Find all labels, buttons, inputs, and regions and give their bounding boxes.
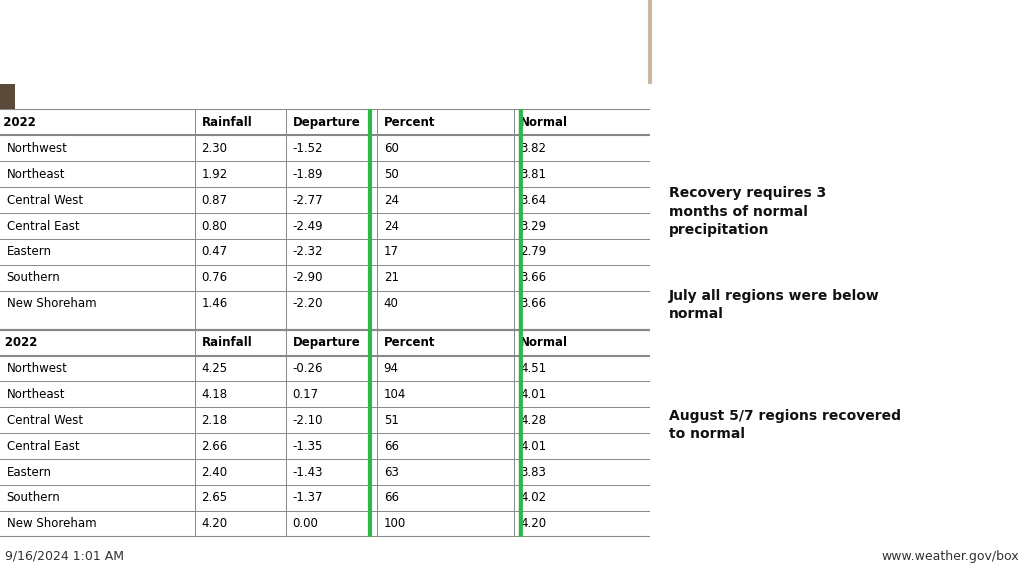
Text: 2.66: 2.66: [202, 439, 227, 453]
Text: July 2022: July 2022: [0, 116, 37, 129]
Text: Boston/Norton MA: Boston/Norton MA: [818, 16, 1019, 35]
Text: Percent: Percent: [384, 116, 435, 129]
Text: 24: 24: [384, 219, 398, 233]
Text: 2.18: 2.18: [202, 414, 227, 427]
Text: 4.01: 4.01: [520, 388, 547, 401]
Text: Central West: Central West: [6, 194, 83, 207]
Text: 4.20: 4.20: [520, 517, 547, 530]
Text: 4.18: 4.18: [202, 388, 227, 401]
Text: Departure: Departure: [293, 116, 360, 129]
Text: Recovery requires 3
months of normal
precipitation: Recovery requires 3 months of normal pre…: [669, 187, 826, 237]
Text: 2.79: 2.79: [520, 245, 547, 259]
Text: Northwest: Northwest: [6, 362, 68, 375]
Text: 3.29: 3.29: [520, 219, 547, 233]
Text: Northeast: Northeast: [6, 388, 65, 401]
Text: 24: 24: [384, 194, 398, 207]
Text: 100: 100: [384, 517, 406, 530]
Text: 104: 104: [384, 388, 407, 401]
Text: 3.66: 3.66: [520, 297, 547, 310]
Text: 0.17: 0.17: [293, 388, 318, 401]
Text: Southern: Southern: [6, 271, 60, 285]
Text: 66: 66: [384, 491, 398, 505]
Text: Rainfall: Rainfall: [202, 336, 252, 349]
Text: 2.30: 2.30: [202, 142, 227, 155]
Text: 4.51: 4.51: [520, 362, 547, 375]
Text: Rainfall: Rainfall: [202, 116, 252, 129]
Text: 51: 51: [384, 414, 398, 427]
Text: Normal: Normal: [520, 336, 568, 349]
Text: 0.47: 0.47: [202, 245, 227, 259]
Text: Jul and Aug Rainfall by Region: Jul and Aug Rainfall by Region: [5, 25, 524, 55]
Text: Central East: Central East: [6, 439, 79, 453]
Text: 4.25: 4.25: [202, 362, 227, 375]
Text: -2.90: -2.90: [293, 271, 324, 285]
Text: -2.20: -2.20: [293, 297, 324, 310]
Text: Percent: Percent: [384, 336, 435, 349]
Text: 3.81: 3.81: [520, 168, 546, 181]
Text: -2.32: -2.32: [293, 245, 324, 259]
Text: 3.64: 3.64: [520, 194, 547, 207]
Text: 3.83: 3.83: [520, 465, 546, 479]
Text: 94: 94: [384, 362, 398, 375]
Text: 1.92: 1.92: [202, 168, 227, 181]
Text: Normal: Normal: [520, 116, 568, 129]
Text: -1.37: -1.37: [293, 491, 324, 505]
Text: Northeast: Northeast: [6, 168, 65, 181]
Text: Eastern: Eastern: [6, 245, 51, 259]
Text: 0.87: 0.87: [202, 194, 227, 207]
Text: Northwest: Northwest: [6, 142, 68, 155]
Text: 40: 40: [384, 297, 398, 310]
Text: 0.80: 0.80: [202, 219, 227, 233]
Text: 2.65: 2.65: [202, 491, 227, 505]
Text: 9/16/2024 1:01 AM: 9/16/2024 1:01 AM: [5, 550, 124, 563]
Text: New Shoreham: New Shoreham: [6, 517, 96, 530]
Text: Central West: Central West: [6, 414, 83, 427]
Text: -2.77: -2.77: [293, 194, 324, 207]
Text: 63: 63: [384, 465, 398, 479]
Text: -2.49: -2.49: [293, 219, 324, 233]
Text: www.weather.gov/box: www.weather.gov/box: [882, 550, 1019, 563]
Text: Southern: Southern: [6, 491, 60, 505]
Text: 66: 66: [384, 439, 398, 453]
Text: August 5/7 regions recovered
to normal: August 5/7 regions recovered to normal: [669, 408, 901, 441]
Text: Departure: Departure: [293, 336, 360, 349]
Text: -0.26: -0.26: [293, 362, 324, 375]
Text: -1.35: -1.35: [293, 439, 323, 453]
Text: 0.00: 0.00: [293, 517, 318, 530]
Text: WEATHER FORECAST OFFICE: WEATHER FORECAST OFFICE: [839, 54, 1019, 67]
Text: 2.40: 2.40: [202, 465, 227, 479]
Text: 4.02: 4.02: [520, 491, 547, 505]
Text: 21: 21: [384, 271, 398, 285]
Text: New Shoreham: New Shoreham: [6, 297, 96, 310]
Text: 50: 50: [384, 168, 398, 181]
Text: -1.52: -1.52: [293, 142, 324, 155]
Text: Aug 2022: Aug 2022: [0, 336, 38, 349]
Text: -2.10: -2.10: [293, 414, 324, 427]
Text: 0.76: 0.76: [202, 271, 227, 285]
Text: 4.20: 4.20: [202, 517, 227, 530]
Text: July all regions were below
normal: July all regions were below normal: [669, 289, 880, 321]
Text: 3.66: 3.66: [520, 271, 547, 285]
Text: Central East: Central East: [6, 219, 79, 233]
Text: 3.82: 3.82: [520, 142, 546, 155]
Text: -1.43: -1.43: [293, 465, 324, 479]
Text: 1.46: 1.46: [202, 297, 227, 310]
Text: Eastern: Eastern: [6, 465, 51, 479]
Text: 4.28: 4.28: [520, 414, 547, 427]
Bar: [0, 84, 15, 109]
Text: 60: 60: [384, 142, 398, 155]
Text: -1.89: -1.89: [293, 168, 324, 181]
Text: 17: 17: [384, 245, 398, 259]
Text: 4.01: 4.01: [520, 439, 547, 453]
